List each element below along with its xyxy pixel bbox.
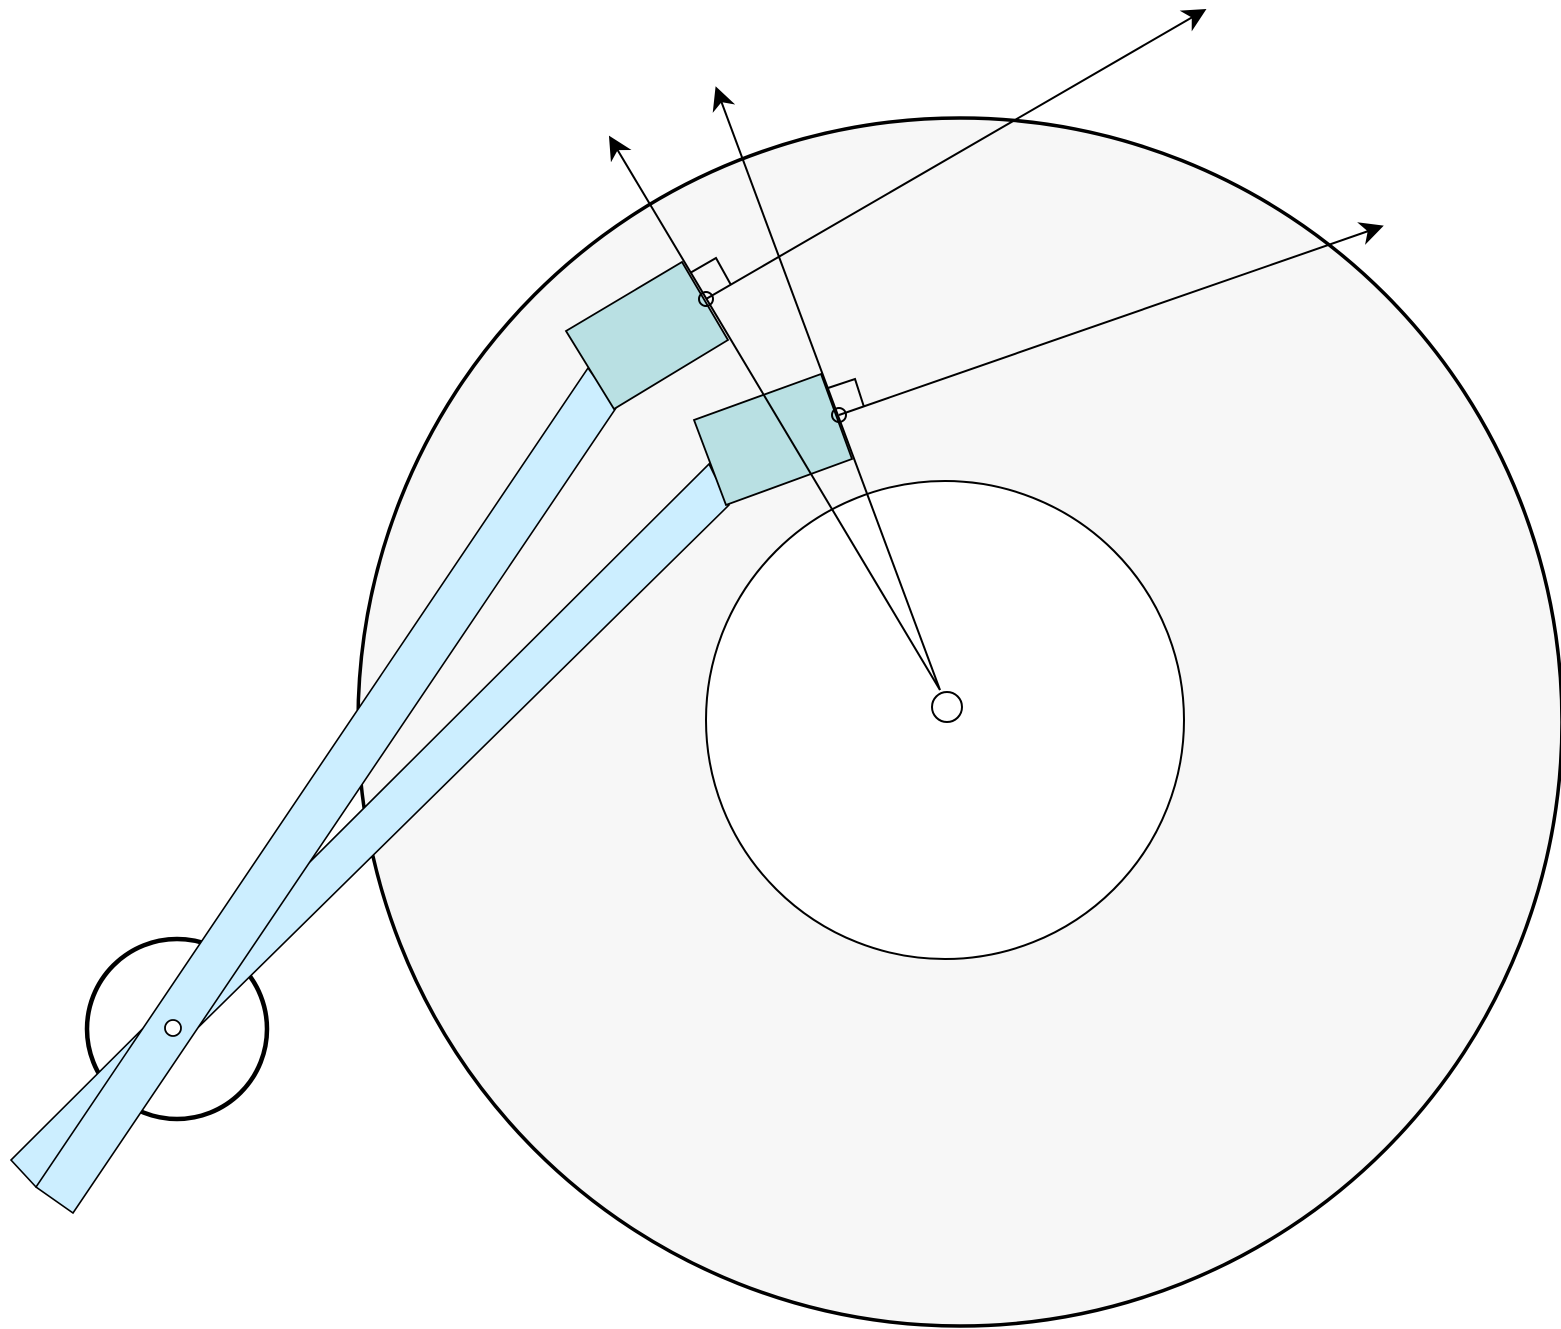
slider-head-2 [692, 372, 854, 507]
right-angle-marker-1 [689, 256, 732, 286]
slider-head-1 [564, 260, 730, 411]
spindle-center [931, 691, 963, 723]
pivot-marker-icon [831, 407, 847, 423]
radial-ray-1 [608, 135, 941, 691]
pivot-marker-icon [698, 291, 714, 307]
tangent-arrow-2 [838, 222, 1384, 416]
pivot-marker-icon [164, 1019, 182, 1037]
right-angle-marker-2 [827, 377, 865, 408]
radial-ray-2 [712, 86, 941, 691]
tangent-arrow-1 [705, 8, 1207, 300]
